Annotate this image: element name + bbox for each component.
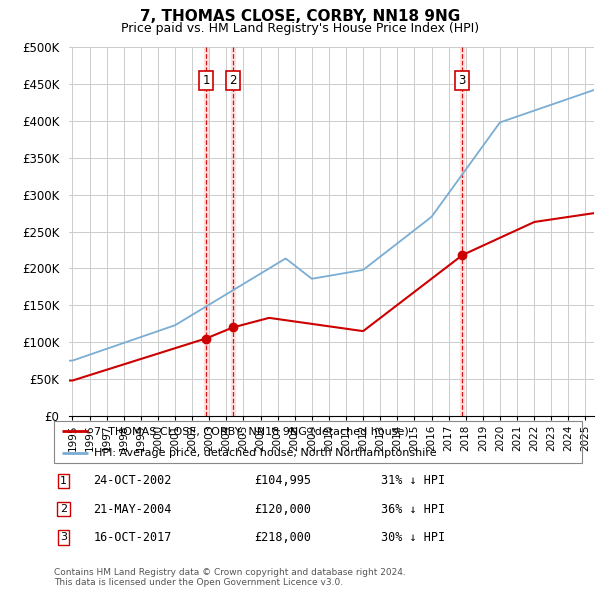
Text: Contains HM Land Registry data © Crown copyright and database right 2024.
This d: Contains HM Land Registry data © Crown c… [54, 568, 406, 587]
Text: 7, THOMAS CLOSE, CORBY, NN18 9NG (detached house): 7, THOMAS CLOSE, CORBY, NN18 9NG (detach… [94, 427, 409, 436]
Text: £120,000: £120,000 [254, 503, 311, 516]
Text: 1: 1 [60, 476, 67, 486]
Text: 24-OCT-2002: 24-OCT-2002 [94, 474, 172, 487]
Text: 2: 2 [229, 74, 236, 87]
Text: £218,000: £218,000 [254, 530, 311, 543]
Text: 3: 3 [60, 532, 67, 542]
Text: Price paid vs. HM Land Registry's House Price Index (HPI): Price paid vs. HM Land Registry's House … [121, 22, 479, 35]
Text: 36% ↓ HPI: 36% ↓ HPI [382, 503, 445, 516]
Text: 1: 1 [202, 74, 210, 87]
Text: 21-MAY-2004: 21-MAY-2004 [94, 503, 172, 516]
Text: £104,995: £104,995 [254, 474, 311, 487]
Bar [460, 47, 464, 416]
Bar [231, 47, 235, 416]
Text: 31% ↓ HPI: 31% ↓ HPI [382, 474, 445, 487]
Bar [204, 47, 208, 416]
Text: 30% ↓ HPI: 30% ↓ HPI [382, 530, 445, 543]
Text: 16-OCT-2017: 16-OCT-2017 [94, 530, 172, 543]
Text: 3: 3 [458, 74, 466, 87]
Text: 7, THOMAS CLOSE, CORBY, NN18 9NG: 7, THOMAS CLOSE, CORBY, NN18 9NG [140, 9, 460, 24]
Text: HPI: Average price, detached house, North Northamptonshire: HPI: Average price, detached house, Nort… [94, 448, 436, 457]
Text: 2: 2 [60, 504, 67, 514]
